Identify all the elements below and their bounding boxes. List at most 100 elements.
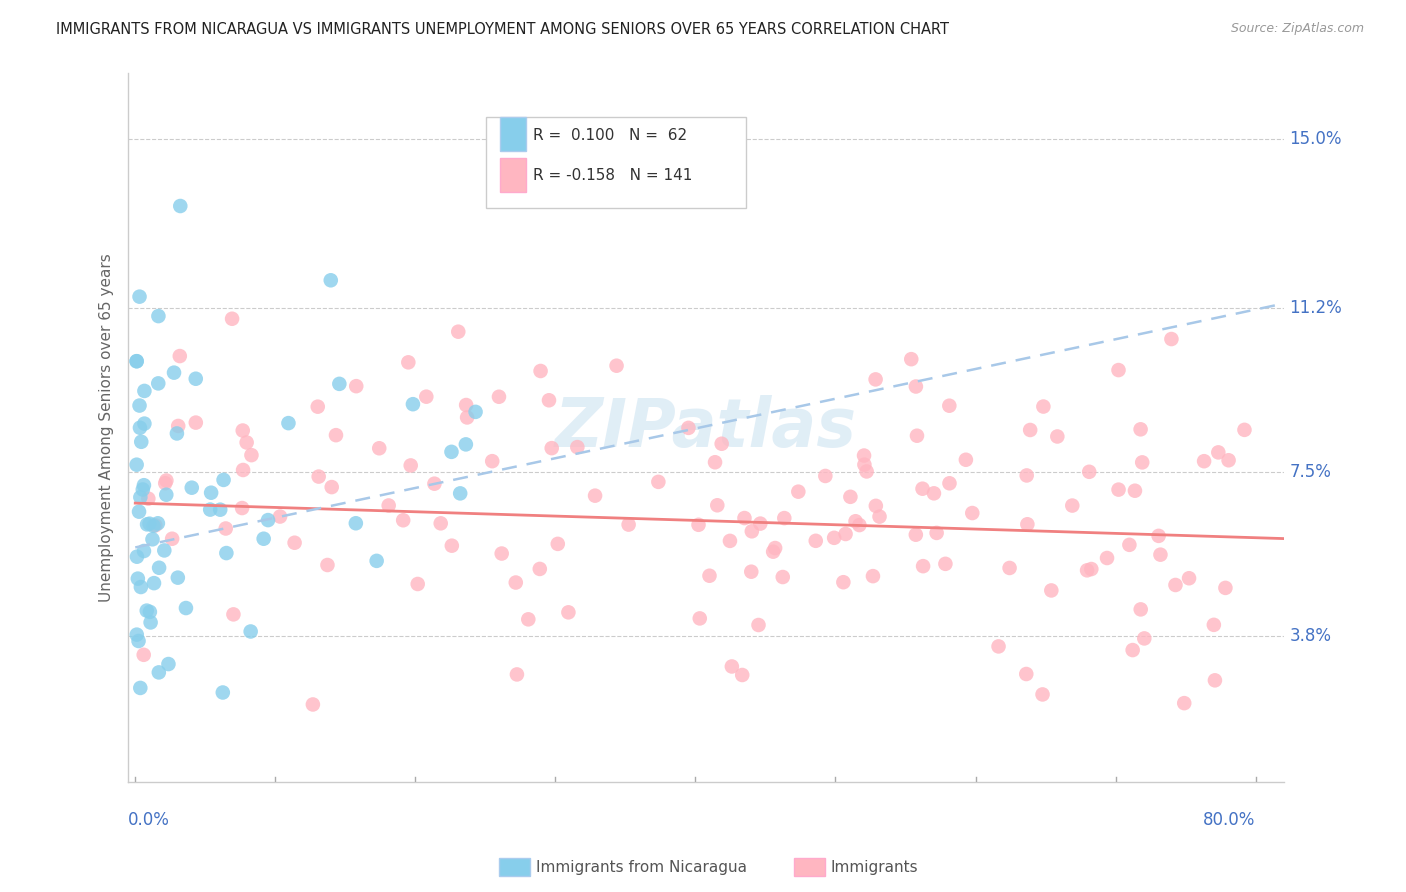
Point [1218, 453, 1240, 467]
Point [406, 577, 429, 591]
Point [506, 667, 529, 681]
Point [689, 611, 711, 625]
Point [987, 640, 1010, 654]
Point [731, 668, 754, 682]
Point [1147, 529, 1170, 543]
Point [138, 516, 160, 531]
Point [148, 309, 170, 323]
Point [447, 325, 470, 339]
Point [125, 627, 148, 641]
Point [839, 490, 862, 504]
Point [163, 366, 186, 380]
Point [1015, 468, 1038, 483]
Point [1080, 562, 1102, 576]
Point [606, 359, 628, 373]
Point [741, 524, 763, 539]
Point [998, 561, 1021, 575]
Point [232, 424, 254, 438]
Point [1019, 423, 1042, 437]
Point [1178, 571, 1201, 585]
Point [231, 501, 253, 516]
Point [128, 399, 150, 413]
Point [540, 441, 562, 455]
Point [232, 463, 254, 477]
Point [128, 634, 150, 648]
Point [128, 505, 150, 519]
Point [328, 376, 350, 391]
Point [583, 489, 606, 503]
Point [834, 527, 856, 541]
Point [155, 476, 177, 491]
Point [617, 517, 640, 532]
Point [222, 607, 245, 622]
Point [174, 601, 197, 615]
Point [517, 612, 540, 626]
Point [184, 372, 207, 386]
Point [869, 509, 891, 524]
Point [832, 575, 855, 590]
Point [344, 379, 367, 393]
Point [704, 455, 727, 469]
Point [146, 516, 169, 531]
Point [762, 544, 785, 558]
Point [127, 572, 149, 586]
Point [129, 490, 152, 504]
Point [814, 469, 837, 483]
Point [135, 604, 157, 618]
Point [212, 473, 235, 487]
Point [321, 480, 343, 494]
Point [1062, 499, 1084, 513]
Point [180, 481, 202, 495]
Point [125, 549, 148, 564]
Point [464, 405, 486, 419]
Point [132, 648, 155, 662]
Point [166, 571, 188, 585]
Text: R =  0.100   N =  62: R = 0.100 N = 62 [533, 128, 686, 143]
Point [855, 465, 877, 479]
Point [488, 390, 510, 404]
Point [1017, 517, 1039, 532]
Point [1031, 688, 1053, 702]
Point [129, 421, 152, 435]
Point [911, 482, 934, 496]
Point [402, 397, 425, 411]
Point [440, 445, 463, 459]
Text: ZIPatlas: ZIPatlas [555, 395, 856, 461]
Point [148, 376, 170, 391]
Point [132, 483, 155, 497]
Point [440, 539, 463, 553]
Point [1133, 632, 1156, 646]
Point [184, 416, 207, 430]
Text: Immigrants from Nicaragua: Immigrants from Nicaragua [536, 860, 747, 874]
Point [134, 384, 156, 398]
Point [1160, 332, 1182, 346]
Point [1173, 696, 1195, 710]
Point [962, 506, 984, 520]
Point [710, 436, 733, 450]
Point [454, 437, 477, 451]
Point [1192, 454, 1215, 468]
Point [456, 410, 478, 425]
Point [125, 354, 148, 368]
Point [377, 499, 399, 513]
Point [1118, 538, 1140, 552]
Point [235, 435, 257, 450]
Point [1164, 578, 1187, 592]
Point [1215, 581, 1237, 595]
Point [253, 532, 276, 546]
Point [456, 398, 478, 412]
Point [1046, 429, 1069, 443]
Point [844, 514, 866, 528]
Point [934, 557, 956, 571]
Point [277, 416, 299, 430]
Point [143, 576, 166, 591]
Point [647, 475, 669, 489]
Point [257, 513, 280, 527]
Point [922, 486, 945, 500]
Point [862, 569, 884, 583]
Point [547, 537, 569, 551]
Point [284, 535, 307, 549]
Point [865, 499, 887, 513]
Point [925, 525, 948, 540]
Point [1123, 483, 1146, 498]
